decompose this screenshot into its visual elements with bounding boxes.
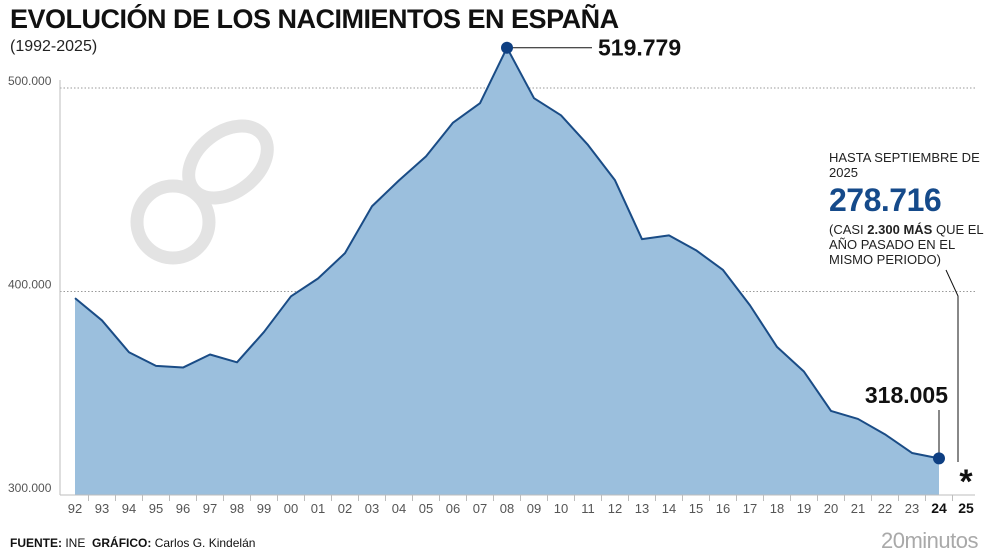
x-tick-label: 22 — [878, 501, 892, 516]
x-tick-label: 99 — [257, 501, 271, 516]
peak-dot — [501, 41, 513, 54]
page-subtitle: (1992-2025) — [10, 38, 98, 55]
x-tick-label: 94 — [122, 501, 136, 516]
y-tick-label: 500.000 — [8, 74, 52, 88]
x-tick-label: 09 — [527, 501, 541, 516]
births-area — [75, 47, 939, 496]
peak-label: 519.779 — [598, 35, 681, 61]
note-2025: HASTA SEPTIEMBRE DE 2025 278.716 (CASI 2… — [829, 150, 989, 267]
y-tick-label: 400.000 — [8, 278, 52, 292]
note-pre: (CASI — [829, 222, 868, 237]
x-axis: 92 93 94 95 96 97 98 99 00 01 02 03 04 05 06 07 08 09 10 11… — [60, 494, 975, 516]
x-tick-label: 15 — [689, 501, 703, 516]
x-tick-label: 02 — [338, 501, 352, 516]
note-period: HASTA SEPTIEMBRE DE 2025 — [829, 150, 980, 180]
x-tick-label: 08 — [500, 501, 514, 516]
x-tick-label: 18 — [770, 501, 784, 516]
annotations: 519.779 318.005 * — [501, 35, 973, 501]
x-tick-label: 05 — [419, 501, 433, 516]
x-tick-label: 07 — [473, 501, 487, 516]
x-tick-label: 04 — [392, 501, 406, 516]
pacifier-icon — [130, 119, 274, 265]
x-tick-label: 97 — [203, 501, 217, 516]
x-tick-label: 20 — [824, 501, 838, 516]
x-tick-label: 25 — [958, 500, 974, 516]
y-axis: 300.000 400.000 500.000 — [8, 74, 61, 495]
x-tick-label: 03 — [365, 501, 379, 516]
asterisk-label: * — [959, 463, 973, 501]
x-tick-label: 01 — [311, 501, 325, 516]
graphic-label: GRÁFICO: — [92, 536, 152, 550]
y-tick-label: 300.000 — [8, 481, 52, 495]
brand-logo: 20minutos — [880, 528, 979, 553]
x-tick-label: 98 — [230, 501, 244, 516]
footer-credits: FUENTE: INE GRÁFICO: Carlos G. Kindelán — [10, 536, 255, 550]
page-title: EVOLUCIÓN DE LOS NACIMIENTOS EN ESPAÑA — [10, 4, 619, 34]
note-bold: 2.300 MÁS — [867, 222, 933, 237]
last-dot — [933, 452, 945, 465]
x-tick-label: 06 — [446, 501, 460, 516]
last-label: 318.005 — [865, 382, 948, 408]
note-leader-line — [945, 269, 959, 462]
x-tick-label: 13 — [635, 501, 649, 516]
graphic-value: Carlos G. Kindelán — [154, 536, 256, 550]
x-tick-label: 17 — [743, 501, 757, 516]
x-tick-label: 19 — [797, 501, 811, 516]
source-label: FUENTE: — [10, 536, 62, 550]
x-tick-label: 11 — [581, 501, 595, 516]
x-tick-label: 24 — [931, 500, 947, 516]
x-tick-label: 16 — [716, 501, 730, 516]
note-value: 278.716 — [829, 182, 942, 218]
x-tick-label: 93 — [95, 501, 109, 516]
x-tick-label: 00 — [284, 501, 298, 516]
x-tick-label: 12 — [608, 501, 622, 516]
x-tick-label: 10 — [554, 501, 568, 516]
note-post: QUE EL AÑO PASADO EN EL MISMO PERIODO) — [829, 222, 984, 267]
x-tick-label: 14 — [662, 501, 676, 516]
source-value: INE — [65, 536, 86, 550]
x-tick-label: 23 — [905, 501, 919, 516]
x-tick-label: 95 — [149, 501, 163, 516]
x-tick-label: 21 — [851, 501, 865, 516]
x-tick-label: 92 — [68, 501, 82, 516]
x-tick-label: 96 — [176, 501, 190, 516]
